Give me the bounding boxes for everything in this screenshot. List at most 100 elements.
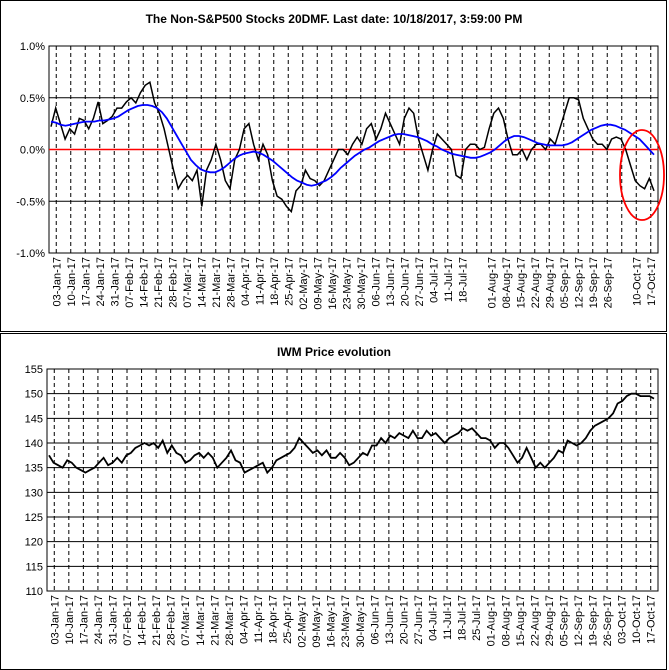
x-tick-label: 11-Apr-17 <box>253 595 265 643</box>
x-tick-label: 26-Sep-17 <box>602 257 614 308</box>
x-tick-label: 05-Sep-17 <box>558 595 570 646</box>
y-tick-label: 145 <box>25 413 43 425</box>
y-tick-label: 125 <box>25 512 43 524</box>
x-tick-label: 10-Jan-17 <box>64 595 76 645</box>
x-tick-label: 25-Jul-17 <box>471 595 483 641</box>
x-tick-label: 17-Jan-17 <box>80 257 92 307</box>
x-tick-label: 07-Feb-17 <box>122 595 134 646</box>
x-tick-label: 19-Sep-17 <box>588 257 600 308</box>
x-tick-label: 05-Sep-17 <box>559 257 571 308</box>
x-tick-label: 24-Jan-17 <box>95 257 107 307</box>
x-tick-label: 04-Jul-17 <box>428 595 440 641</box>
x-tick-label: 18-Jul-17 <box>457 595 469 641</box>
x-tick-label: 17-Oct-17 <box>646 595 658 644</box>
y-tick-label: 150 <box>25 389 43 401</box>
top-chart-panel: The Non-S&P500 Stocks 20DMF. Last date: … <box>0 0 667 332</box>
x-tick-label: 08-Aug-17 <box>500 595 512 646</box>
x-tick-label: 23-May-17 <box>341 257 353 310</box>
x-tick-label: 01-Aug-17 <box>486 257 498 308</box>
x-tick-label: 04-Apr-17 <box>240 257 252 306</box>
x-tick-label: 28-Feb-17 <box>167 257 179 308</box>
x-tick-label: 19-Sep-17 <box>588 595 600 646</box>
x-tick-label: 11-Jul-17 <box>443 257 455 302</box>
bottom-chart: IWM Price evolution 155 150 145 140 135 130 12… <box>25 345 659 648</box>
x-tick-label: 08-Aug-17 <box>501 257 513 308</box>
x-tick-label: 03-Jan-17 <box>51 257 63 307</box>
x-tick-label: 17-Jan-17 <box>78 595 90 645</box>
x-tick-label: 27-Jun-17 <box>414 257 426 307</box>
y-tick-label: 120 <box>25 537 43 549</box>
x-tick-label: 04-Jul-17 <box>428 257 440 303</box>
series-line-1 <box>48 392 655 475</box>
x-tick-label: 13-Jun-17 <box>385 257 397 307</box>
x-tick-label: 29-Aug-17 <box>544 257 556 308</box>
bottom-chart-title: IWM Price evolution <box>277 345 391 359</box>
highlight-ellipse <box>619 129 665 221</box>
x-tick-label: 21-Mar-17 <box>209 595 221 646</box>
x-tick-label: 23-May-17 <box>340 595 352 648</box>
x-tick-label: 25-Apr-17 <box>283 257 295 306</box>
series-line-1 <box>50 80 655 214</box>
x-tick-label: 09-May-17 <box>312 257 324 310</box>
x-tick-label: 14-Mar-17 <box>195 595 207 646</box>
x-tick-label: 10-Oct-17 <box>631 257 643 306</box>
x-tick-label: 04-Apr-17 <box>238 595 250 644</box>
x-tick-label: 06-Jun-17 <box>370 257 382 307</box>
y-tick-label: 115 <box>25 561 43 573</box>
x-tick-label: 11-Apr-17 <box>254 257 266 305</box>
y-tick-label: 130 <box>25 487 43 499</box>
x-tick-label: 02-May-17 <box>297 595 309 648</box>
x-tick-label: 28-Mar-17 <box>225 257 237 308</box>
x-tick-label: 13-Jun-17 <box>384 595 396 645</box>
x-tick-label: 15-Aug-17 <box>515 257 527 308</box>
y-tick-label: 1.0% <box>20 41 45 53</box>
bottom-chart-panel: IWM Price evolution 155 150 145 140 135 130 12… <box>0 333 667 670</box>
x-tick-label: 14-Mar-17 <box>196 257 208 308</box>
x-tick-label: 06-Jun-17 <box>369 595 381 645</box>
x-tick-label: 21-Mar-17 <box>211 257 223 308</box>
x-tick-label: 31-Jan-17 <box>109 257 121 307</box>
x-tick-label: 16-May-17 <box>327 257 339 310</box>
y-tick-label: 155 <box>25 364 43 376</box>
x-tick-label: 20-Jun-17 <box>399 257 411 307</box>
y-tick-label: 110 <box>25 586 43 598</box>
x-tick-label: 14-Feb-17 <box>137 595 149 646</box>
x-tick-label: 29-Aug-17 <box>544 595 556 646</box>
x-tick-label: 14-Feb-17 <box>138 257 150 308</box>
x-tick-label: 22-Aug-17 <box>530 257 542 308</box>
y-tick-label: 140 <box>25 438 43 450</box>
x-tick-label: 10-Jan-17 <box>66 257 78 307</box>
x-tick-label: 02-May-17 <box>298 257 310 310</box>
x-tick-label: 21-Feb-17 <box>153 257 165 308</box>
x-tick-label: 28-Mar-17 <box>224 595 236 646</box>
x-tick-label: 07-Mar-17 <box>182 257 194 308</box>
x-tick-label: 16-May-17 <box>326 595 338 648</box>
y-tick-label: -0.5% <box>16 196 45 208</box>
x-tick-label: 17-Oct-17 <box>646 257 658 306</box>
x-tick-label: 24-Jan-17 <box>93 595 105 645</box>
x-tick-label: 20-Jun-17 <box>398 595 410 645</box>
x-tick-label: 26-Sep-17 <box>602 595 614 646</box>
x-tick-label: 10-Oct-17 <box>631 595 643 644</box>
top-chart: The Non-S&P500 Stocks 20DMF. Last date: … <box>16 12 665 310</box>
plot-area <box>46 368 659 592</box>
x-tick-label: 18-Apr-17 <box>267 595 279 644</box>
x-tick-label: 30-May-17 <box>355 595 367 648</box>
y-tick-label: -1.0% <box>16 248 45 260</box>
x-tick-label: 25-Apr-17 <box>282 595 294 644</box>
y-tick-label: 135 <box>25 463 43 475</box>
x-tick-label: 31-Jan-17 <box>107 595 119 645</box>
x-tick-label: 28-Feb-17 <box>166 595 178 646</box>
x-tick-label: 21-Feb-17 <box>151 595 163 646</box>
top-chart-title: The Non-S&P500 Stocks 20DMF. Last date: … <box>146 12 523 26</box>
x-tick-label: 01-Aug-17 <box>486 595 498 646</box>
x-tick-label: 27-Jun-17 <box>413 595 425 645</box>
y-tick-label: 0.0% <box>20 145 45 157</box>
x-tick-label: 22-Aug-17 <box>529 595 541 646</box>
x-tick-label: 15-Aug-17 <box>515 595 527 646</box>
x-tick-label: 07-Mar-17 <box>180 595 192 646</box>
x-tick-label: 09-May-17 <box>311 595 323 648</box>
x-tick-label: 30-May-17 <box>356 257 368 310</box>
x-tick-label: 07-Feb-17 <box>124 257 136 308</box>
